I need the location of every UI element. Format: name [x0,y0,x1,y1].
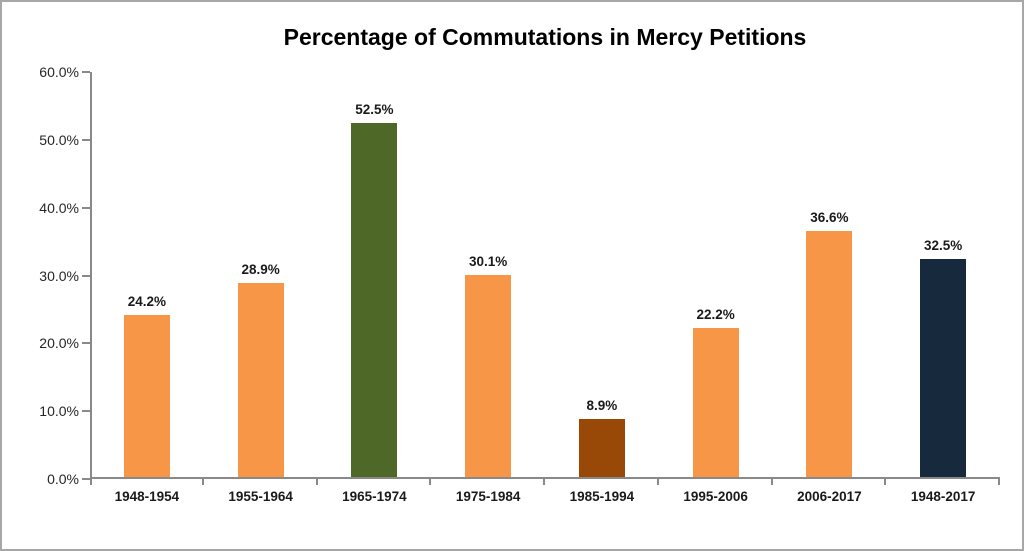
y-axis-tick [82,206,90,209]
bar-value-label: 36.6% [810,209,849,225]
y-axis-tick [82,138,90,141]
bar-1975-1984 [465,274,512,479]
bar-value-label: 32.5% [923,237,963,253]
x-axis-category-label: 1985-1994 [569,489,635,504]
bar-1955-1964 [237,282,284,479]
x-axis-tick [315,477,318,485]
y-axis-tick-label: 10.0% [39,403,79,420]
bar-value-label: 8.9% [586,397,618,413]
x-axis-category-label: 1948-2017 [910,489,976,504]
y-axis-tick-label: 0.0% [47,471,79,487]
bar-2006-2017 [806,230,853,479]
bar-1965-1974 [351,122,398,479]
x-axis-tick [884,477,887,485]
y-axis-tick-label: 50.0% [39,131,79,148]
y-axis-tick-label: 40.0% [39,199,79,216]
x-axis-tick [201,477,204,485]
x-axis-category-label: 2006-2017 [797,489,862,504]
x-axis-category-label: 1965-1974 [342,489,407,504]
y-axis-tick-label: 30.0% [39,267,79,284]
x-axis-tick [656,477,659,485]
y-axis-tick [82,71,90,73]
y-axis-line [90,72,92,479]
x-axis-category-label: 1975-1984 [455,489,521,504]
x-axis-tick [770,477,773,485]
x-axis-category-label: 1995-2006 [683,489,748,504]
x-axis-tick [543,477,545,485]
bar-value-label: 30.1% [468,253,508,269]
x-axis-line [90,477,1000,479]
bar-value-label: 52.5% [355,101,394,117]
x-axis-tick [90,477,92,485]
y-axis-tick [82,478,90,480]
bar-1948-1954 [123,314,170,479]
y-axis-tick [82,410,90,413]
bar-value-label: 22.2% [696,307,735,323]
x-axis-tick [998,477,1000,485]
x-axis-category-label: 1948-1954 [114,489,180,504]
bar-1995-2006 [692,328,739,479]
bar-1985-1994 [578,418,625,479]
y-axis-tick [82,342,90,345]
plot-area: 0.0% 10.0% 20.0% 30.0% 40.0% 50.0% 60.0% 24.2% 1… [39,64,1000,504]
bar-value-label: 28.9% [241,261,280,277]
chart-title: Percentage of Commutations in Mercy Peti… [283,24,807,50]
y-axis-tick-label: 20.0% [39,335,79,352]
x-axis-tick [429,477,432,485]
x-axis-category-label: 1955-1964 [228,489,293,504]
y-axis-tick-label: 60.0% [39,64,79,80]
bar-1948-2017 [920,258,967,479]
y-axis-tick [82,274,90,277]
bar-value-label: 24.2% [127,293,167,309]
